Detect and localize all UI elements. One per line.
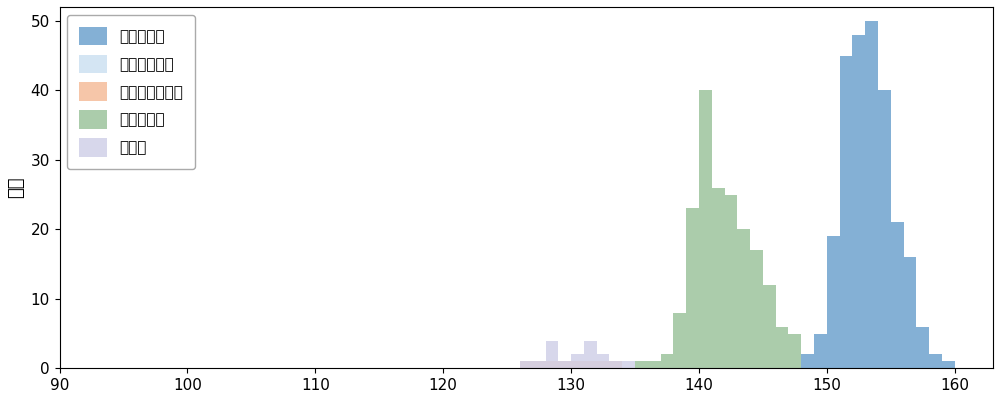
Bar <box>622 361 635 368</box>
Bar <box>916 327 929 368</box>
Bar <box>597 361 609 368</box>
Bar <box>827 236 840 368</box>
Bar <box>648 361 661 368</box>
Bar <box>571 354 584 368</box>
Bar <box>737 229 750 368</box>
Bar <box>661 354 673 368</box>
Bar <box>929 354 942 368</box>
Bar <box>840 56 852 368</box>
Bar <box>763 285 776 368</box>
Legend: ストレート, カットボール, チェンジアップ, スライダー, カーブ: ストレート, カットボール, チェンジアップ, スライダー, カーブ <box>67 14 195 169</box>
Bar <box>558 361 571 368</box>
Bar <box>776 327 788 368</box>
Bar <box>904 257 916 368</box>
Bar <box>891 222 904 368</box>
Bar <box>546 340 558 368</box>
Bar <box>686 208 699 368</box>
Bar <box>865 21 878 368</box>
Bar <box>546 361 558 368</box>
Bar <box>520 361 533 368</box>
Bar <box>584 340 597 368</box>
Y-axis label: 球数: 球数 <box>7 177 25 198</box>
Bar <box>584 361 597 368</box>
Bar <box>571 361 584 368</box>
Bar <box>788 334 801 368</box>
Bar <box>942 361 955 368</box>
Bar <box>673 313 686 368</box>
Bar <box>750 250 763 368</box>
Bar <box>533 361 546 368</box>
Bar <box>597 354 609 368</box>
Bar <box>533 361 546 368</box>
Bar <box>814 334 827 368</box>
Bar <box>852 35 865 368</box>
Bar <box>558 361 571 368</box>
Bar <box>801 354 814 368</box>
Bar <box>635 361 648 368</box>
Bar <box>725 194 737 368</box>
Bar <box>878 90 891 368</box>
Bar <box>609 361 622 368</box>
Bar <box>609 361 622 368</box>
Bar <box>712 188 725 368</box>
Bar <box>699 90 712 368</box>
Bar <box>520 361 533 368</box>
